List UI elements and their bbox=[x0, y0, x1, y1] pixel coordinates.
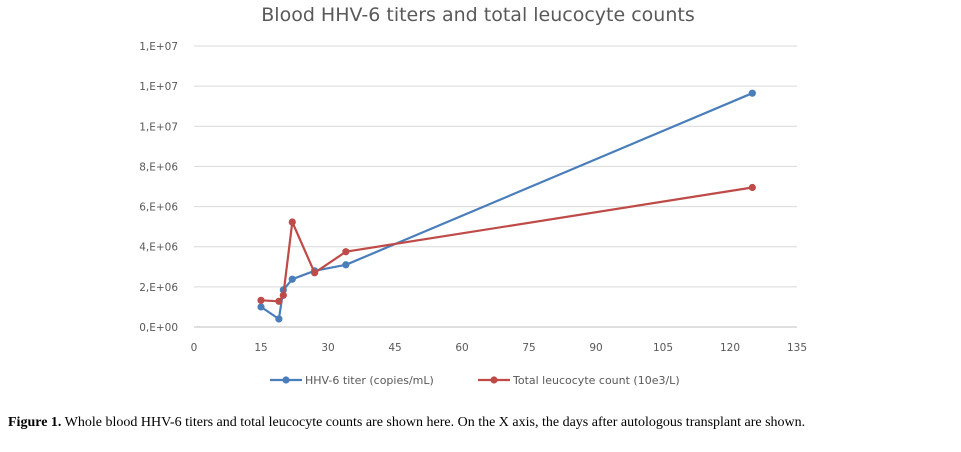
series-1 bbox=[257, 89, 756, 323]
x-tick-label: 105 bbox=[653, 342, 673, 354]
data-point bbox=[275, 297, 283, 305]
y-tick-label: 1,E+07 bbox=[139, 121, 178, 133]
y-tick-label: 1,E+07 bbox=[139, 41, 178, 53]
legend-item: HHV-6 titer (copies/mL) bbox=[270, 374, 434, 387]
data-point bbox=[275, 315, 283, 323]
x-tick-label: 15 bbox=[254, 342, 267, 354]
data-point bbox=[342, 248, 350, 256]
legend-label: Total leucocyte count (10e3/L) bbox=[512, 374, 680, 387]
y-tick-label: 2,E+06 bbox=[139, 282, 178, 294]
y-tick-label: 6,E+06 bbox=[139, 202, 178, 214]
chart-svg: Blood HHV-6 titers and total leucocyte c… bbox=[139, 4, 807, 387]
x-tick-label: 75 bbox=[522, 342, 535, 354]
y-axis-ticks: 0,E+00 2,E+06 4,E+06 6,E+06 8,E+06 1,E+07 1,E+… bbox=[139, 41, 178, 334]
gridlines bbox=[194, 45, 797, 288]
x-tick-label: 90 bbox=[589, 342, 602, 354]
chart: Blood HHV-6 titers and total leucocyte c… bbox=[139, 4, 807, 387]
x-tick-label: 135 bbox=[787, 342, 807, 354]
series-2 bbox=[257, 183, 756, 305]
data-point bbox=[748, 183, 756, 192]
y-tick-label: 8,E+06 bbox=[139, 161, 178, 173]
series-line bbox=[260, 186, 753, 303]
data-point bbox=[257, 296, 265, 304]
data-point bbox=[342, 261, 350, 269]
figure-caption: Figure 1. Whole blood HHV-6 titers and t… bbox=[8, 414, 956, 431]
y-tick-label: 4,E+06 bbox=[139, 242, 178, 254]
x-tick-label: 0 bbox=[191, 342, 198, 354]
x-axis-ticks: 0 15 30 45 60 75 90 105 120 135 bbox=[191, 342, 807, 354]
legend-label: HHV-6 titer (copies/mL) bbox=[305, 374, 434, 387]
caption-label: Figure 1. bbox=[8, 415, 62, 430]
x-tick-label: 45 bbox=[388, 342, 401, 354]
x-tick-label: 60 bbox=[455, 342, 468, 354]
data-point bbox=[279, 291, 287, 299]
series bbox=[257, 89, 756, 323]
y-tick-label: 1,E+07 bbox=[139, 81, 178, 93]
x-tick-label: 30 bbox=[321, 342, 334, 354]
legend-item: Total leucocyte count (10e3/L) bbox=[478, 374, 680, 387]
data-point bbox=[288, 275, 296, 283]
chart-title: Blood HHV-6 titers and total leucocyte c… bbox=[261, 4, 694, 26]
data-point bbox=[311, 269, 319, 277]
data-point bbox=[288, 218, 296, 226]
data-point bbox=[748, 89, 756, 97]
data-point bbox=[257, 303, 265, 311]
y-tick-label: 0,E+00 bbox=[139, 322, 178, 334]
caption-text: Whole blood HHV-6 titers and total leuco… bbox=[61, 415, 806, 430]
x-tick-label: 120 bbox=[720, 342, 740, 354]
legend: HHV-6 titer (copies/mL) Total leucocyte c… bbox=[270, 374, 680, 387]
legend-swatch-marker bbox=[282, 376, 290, 384]
legend-swatch-marker bbox=[490, 376, 498, 384]
